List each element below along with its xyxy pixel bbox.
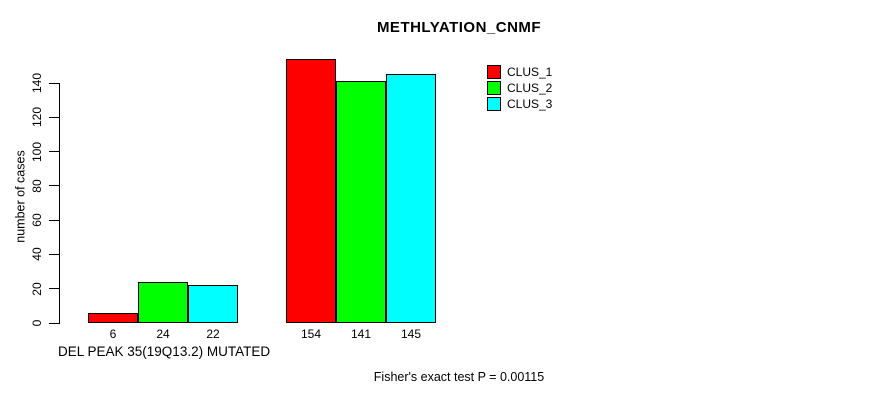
bar-value-label: 24 — [156, 327, 170, 341]
y-axis-line — [59, 83, 60, 324]
y-tick-mark — [49, 82, 59, 84]
bar-clus_3-group2 — [386, 74, 436, 323]
legend: CLUS_1 CLUS_2 CLUS_3 — [487, 64, 552, 112]
legend-label: CLUS_3 — [507, 97, 553, 111]
y-tick-mark — [49, 253, 59, 255]
bar-value-label: 6 — [109, 327, 117, 341]
legend-label: CLUS_2 — [507, 81, 553, 95]
bar-clus_2-group2 — [336, 81, 386, 323]
legend-row: CLUS_2 — [487, 80, 552, 96]
bar-value-label: 145 — [400, 327, 422, 341]
bar-clus_1-group2 — [286, 59, 336, 323]
y-tick-mark — [49, 151, 59, 153]
y-tick-mark — [49, 219, 59, 221]
legend-label: CLUS_1 — [507, 65, 553, 79]
legend-swatch — [487, 97, 501, 111]
chart-title: METHLYATION_CNMF — [376, 19, 542, 36]
legend-swatch — [487, 81, 501, 95]
bar-value-label: 22 — [206, 327, 220, 341]
bar-clus_1-group1 — [88, 312, 138, 323]
y-tick-mark — [49, 288, 59, 290]
bar-clus_3-group1 — [188, 285, 238, 323]
x-axis-title: DEL PEAK 35(19Q13.2) MUTATED — [58, 344, 271, 359]
legend-swatch — [487, 65, 501, 79]
y-tick-mark — [49, 322, 59, 324]
bar-clus_2-group1 — [138, 281, 188, 323]
legend-row: CLUS_3 — [487, 96, 552, 112]
bar-value-label: 154 — [300, 327, 322, 341]
statistics-footer: Fisher's exact test P = 0.00115 — [373, 370, 545, 384]
y-tick-mark — [49, 185, 59, 187]
y-tick-label: 140 — [30, 72, 44, 94]
bar-value-label: 141 — [350, 327, 372, 341]
y-tick-mark — [49, 116, 59, 118]
legend-row: CLUS_1 — [487, 64, 552, 80]
